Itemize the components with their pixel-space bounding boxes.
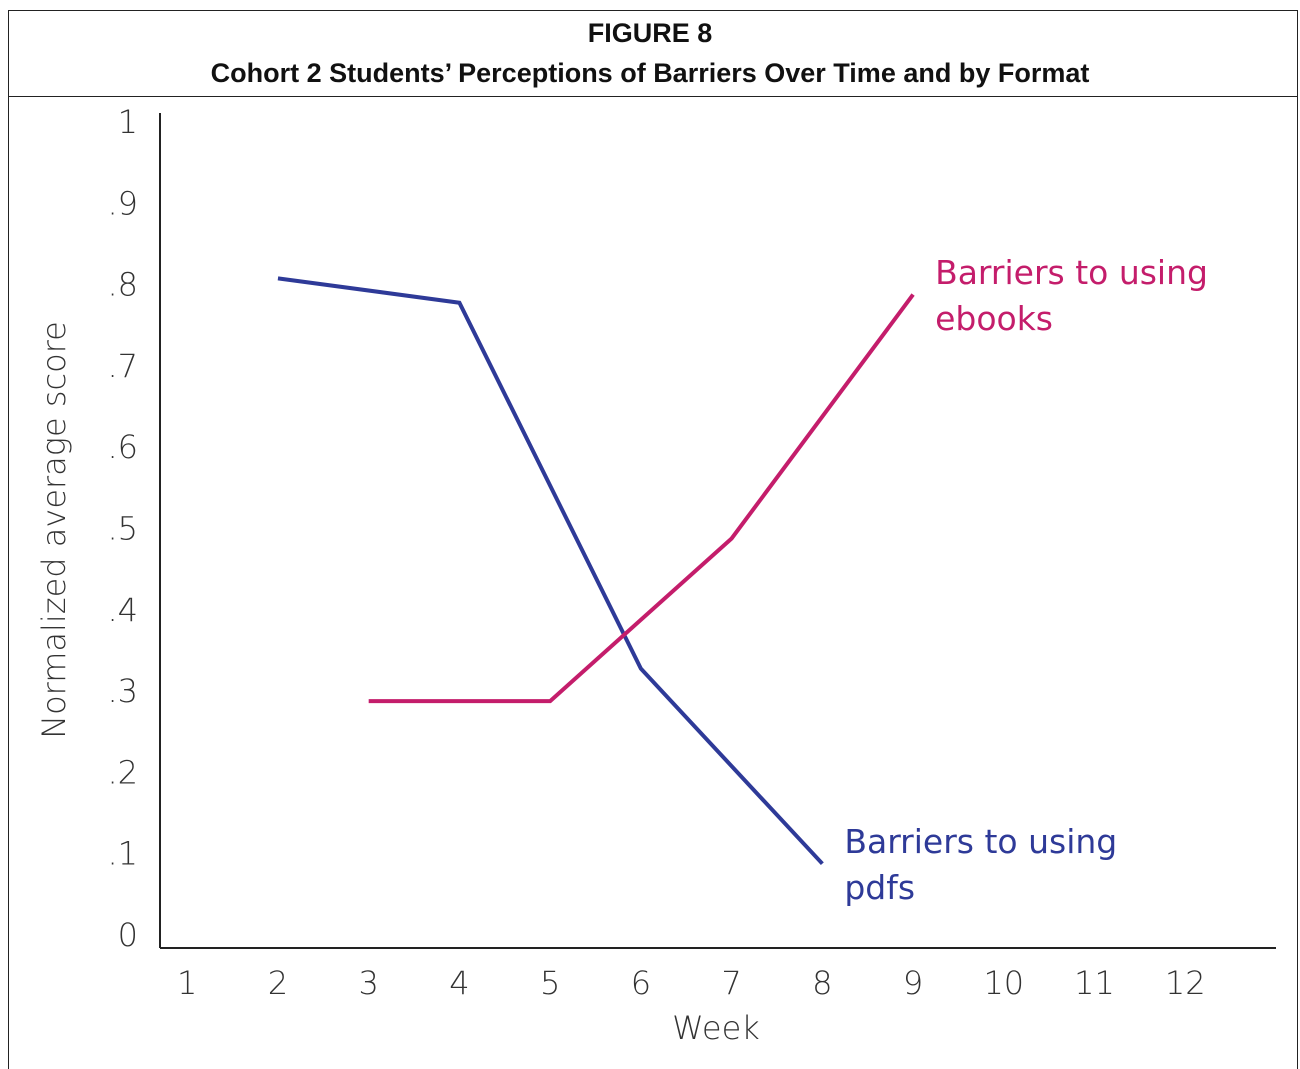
y-tick-label: .8 [107,266,138,304]
y-tick-label: .6 [107,428,138,466]
line [277,276,824,866]
x-tick-label: 6 [631,964,651,1002]
y-axis-label: Normalized average score [35,321,73,739]
y-tick-label: .9 [107,184,138,222]
x-tick-label: 1 [177,964,197,1002]
chart-title: FIGURE 8 [587,18,713,48]
x-tick-label: 5 [540,964,560,1002]
y-tick-label: .1 [107,835,138,873]
y-tick-label: 0 [118,916,138,954]
y-tick-label: .4 [107,591,138,629]
y-tick-label: .7 [107,347,138,385]
line [368,293,915,704]
x-tick-label: 2 [268,964,288,1002]
y-tick-label: .2 [107,753,138,791]
x-tick-label: 12 [1165,964,1206,1002]
chart-subtitle: Cohort 2 Students’ Perceptions of Barrie… [210,58,1090,88]
x-tick-label: 10 [983,964,1024,1002]
x-tick-label: 8 [812,964,832,1002]
series-label: Barriers to using ebooks [935,252,1208,338]
series-label: Barriers to using pdfs [844,821,1118,907]
y-tick-label: 1 [118,103,138,141]
x-tick-label: 4 [449,964,469,1002]
header-rule [8,96,1298,97]
frame [8,10,1298,1069]
x-tick-label: 3 [359,964,379,1002]
x-tick-label: 7 [721,964,741,1002]
y-tick-label: .5 [107,510,138,548]
x-tick-label: 9 [903,964,923,1002]
x-tick-label: 11 [1074,964,1115,1002]
x-axis-label: Week [672,1009,760,1047]
y-tick-label: .3 [107,672,138,710]
